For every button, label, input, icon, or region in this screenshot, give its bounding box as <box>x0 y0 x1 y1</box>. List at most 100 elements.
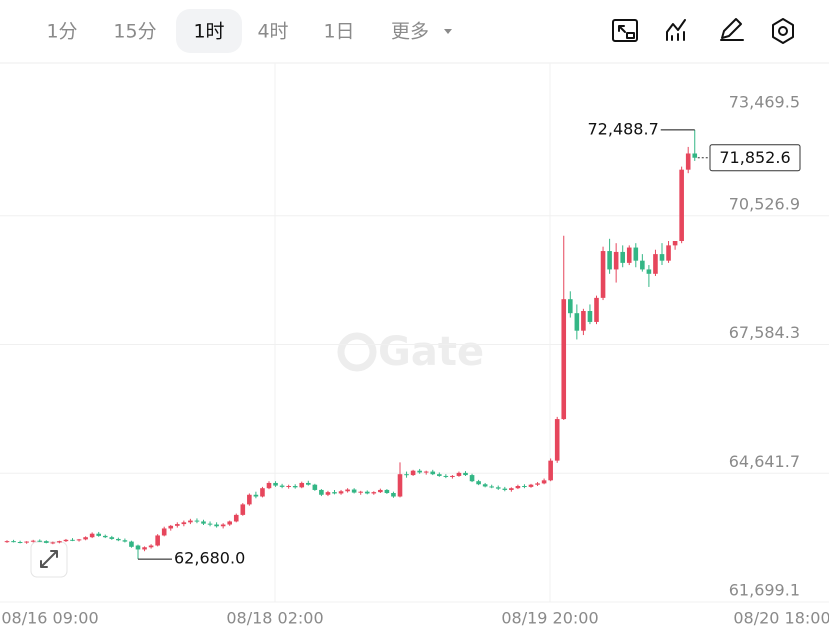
y-tick-label: 61,699.1 <box>729 581 800 600</box>
candle-body <box>469 475 475 482</box>
candle-body <box>430 471 436 475</box>
candle-body <box>561 299 567 420</box>
indicator-icon[interactable] <box>666 19 686 41</box>
candle-body <box>201 521 206 524</box>
candle-body <box>44 541 49 543</box>
candle-body <box>142 547 147 550</box>
candle-body <box>541 480 547 484</box>
candle-body <box>188 520 193 523</box>
last-price-box <box>709 144 801 172</box>
candle-body <box>286 486 291 488</box>
candle-body <box>653 254 658 274</box>
candle-body <box>548 460 553 481</box>
candle-body <box>351 489 357 493</box>
candle-body <box>83 537 88 540</box>
timeframe-tab[interactable]: 1分 <box>46 21 77 43</box>
fullscreen-icon[interactable] <box>612 19 638 42</box>
candle-body <box>397 474 403 497</box>
watermark: Gate <box>337 329 484 375</box>
timeframe-tab[interactable]: 4时 <box>257 21 288 43</box>
candle-body <box>450 475 455 477</box>
candle-body <box>633 247 639 261</box>
candle-body <box>17 542 23 544</box>
candle-body <box>554 419 560 461</box>
y-tick-label: 70,526.9 <box>729 194 800 213</box>
candle-body <box>175 524 180 526</box>
candle-body <box>129 541 134 547</box>
candle-body <box>378 489 383 493</box>
candle-body <box>423 471 429 473</box>
candle-body <box>391 493 396 497</box>
candle-body <box>495 487 501 489</box>
candle-body <box>332 492 337 494</box>
candle-body <box>456 472 462 476</box>
candle-body <box>672 240 678 246</box>
candle-body <box>581 310 586 331</box>
candle-body <box>312 484 318 490</box>
expand-button[interactable] <box>30 541 68 578</box>
timeframe-tab[interactable]: 1日 <box>323 21 354 43</box>
candle-body <box>482 484 488 487</box>
y-tick-label: 73,469.5 <box>729 93 800 112</box>
candle-body <box>437 474 442 476</box>
candle-body <box>207 523 213 525</box>
candle-body <box>89 533 95 538</box>
candle-body <box>535 483 540 485</box>
candle-body <box>358 491 363 493</box>
candle-body <box>489 486 494 488</box>
candle-body <box>666 245 671 261</box>
candle-body <box>292 486 298 488</box>
candle-body <box>273 482 278 486</box>
candle-body <box>502 488 508 490</box>
candle-body <box>161 528 167 536</box>
candle-body <box>50 542 56 544</box>
candle-body <box>122 540 128 542</box>
draw-icon[interactable] <box>720 18 744 41</box>
candle-body <box>594 297 599 322</box>
candle-body <box>646 269 652 274</box>
candle-body <box>685 153 691 170</box>
timeframe-tab[interactable]: 更多 <box>391 21 429 43</box>
candle-body <box>338 491 344 494</box>
last-price-label: 71,852.6 <box>719 148 790 167</box>
x-tick-label: 08/19 20:00 <box>501 609 598 628</box>
candle-body <box>30 540 36 542</box>
candle-body <box>220 524 226 527</box>
settings-icon[interactable] <box>772 18 794 44</box>
candle-body <box>109 537 115 539</box>
candle-body <box>279 485 285 487</box>
candle-body <box>692 153 698 158</box>
candle-body <box>410 470 416 476</box>
candle-body <box>345 489 350 492</box>
timeframe-tab[interactable]: 15分 <box>113 21 156 43</box>
timeframe-tab[interactable]: 1时 <box>193 21 224 43</box>
candle-body <box>253 494 259 497</box>
candle-body <box>240 504 246 515</box>
candle-body <box>626 247 632 263</box>
candle-body <box>227 521 232 525</box>
candle-body <box>102 535 108 538</box>
x-tick-label: 08/18 02:00 <box>226 609 323 628</box>
candle-body <box>528 484 534 487</box>
candle-body <box>476 481 481 485</box>
candle-body <box>600 251 606 298</box>
candle-body <box>417 470 422 473</box>
candle-body <box>371 492 377 494</box>
x-tick-label: 08/20 18:00 <box>733 609 829 628</box>
candle-body <box>659 254 665 261</box>
candle-body <box>364 491 370 494</box>
candle-body <box>640 260 645 270</box>
candle-body <box>509 488 514 490</box>
candle-body <box>11 541 16 543</box>
candle-body <box>574 313 580 331</box>
candle-body <box>384 489 390 494</box>
candle-body <box>443 475 449 477</box>
candle-body <box>96 533 101 536</box>
y-tick-label: 64,641.7 <box>729 452 800 471</box>
candle-body <box>76 539 82 541</box>
candle-body <box>148 545 154 548</box>
candle-body <box>247 494 252 505</box>
candle-body <box>63 539 69 542</box>
active-tab-bg <box>176 9 242 53</box>
